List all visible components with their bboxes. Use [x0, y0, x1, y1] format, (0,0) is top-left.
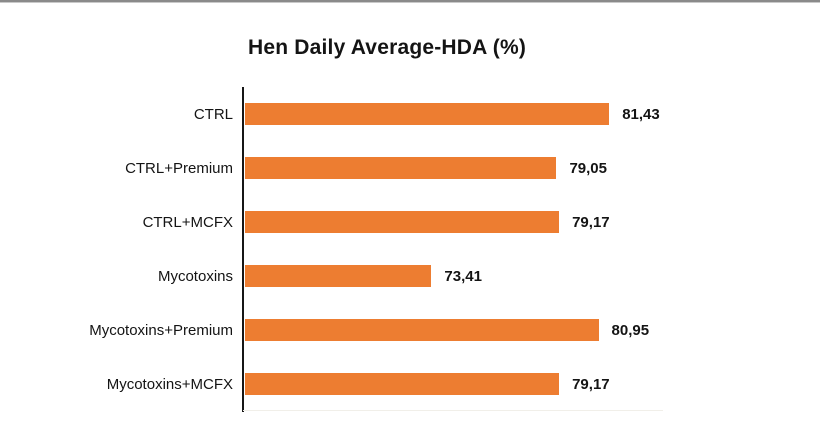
bar-track: 81,43	[245, 103, 660, 125]
category-label: CTRL	[193, 105, 233, 123]
category-label: Mycotoxins	[157, 267, 233, 285]
value-label: 73,41	[444, 267, 482, 285]
value-label: 79,17	[572, 375, 610, 393]
bar-track: 80,95	[245, 319, 649, 341]
bar-row: CTRL+MCFX 79,17	[0, 195, 820, 249]
value-label: 79,05	[569, 159, 607, 177]
plot-bottom-line	[243, 410, 663, 411]
bar	[245, 373, 560, 395]
bar	[245, 157, 557, 179]
category-label: Mycotoxins+MCFX	[106, 375, 233, 393]
bar-rows: CTRL 81,43 CTRL+Premium 79,05 CTRL+MCFX 79,17…	[0, 87, 820, 411]
category-label: CTRL+Premium	[125, 159, 233, 177]
bar-track: 79,05	[245, 157, 644, 179]
bar-track: 79,17	[245, 373, 644, 395]
bar	[245, 265, 432, 287]
plot-area: CTRL 81,43 CTRL+Premium 79,05 CTRL+MCFX 79,17…	[0, 87, 820, 412]
value-label: 79,17	[572, 213, 610, 231]
bar-track: 79,17	[245, 211, 644, 233]
category-axis-line	[242, 87, 244, 412]
bar-row: Mycotoxins 73,41	[0, 249, 820, 303]
bar-track: 73,41	[245, 265, 644, 287]
bar-row: Mycotoxins+MCFX 79,17	[0, 357, 820, 411]
chart-title: Hen Daily Average-HDA (%)	[247, 36, 527, 59]
top-border-line	[0, 0, 820, 3]
bar	[245, 103, 610, 125]
value-label: 80,95	[611, 321, 650, 339]
bar-row: CTRL+Premium 79,05	[0, 141, 820, 195]
category-label: CTRL+MCFX	[142, 213, 233, 231]
bar	[245, 319, 599, 341]
category-label: Mycotoxins+Premium	[89, 321, 233, 339]
bar-row: Mycotoxins+Premium 80,95	[0, 303, 820, 357]
bar	[245, 211, 560, 233]
bar-row: CTRL 81,43	[0, 87, 820, 141]
value-label: 81,43	[622, 105, 660, 123]
